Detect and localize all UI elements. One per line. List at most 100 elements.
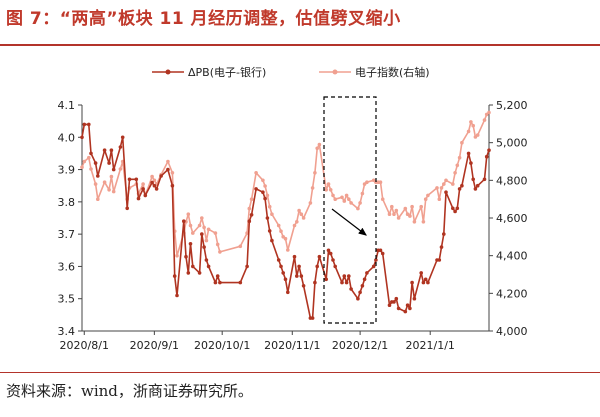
- series-point-electronics-index: [412, 220, 417, 224]
- series-point-dpb: [396, 306, 401, 311]
- series-point-electronics-index: [261, 178, 265, 183]
- series-point-electronics-index: [313, 171, 317, 175]
- series-point-dpb: [360, 284, 365, 288]
- series-point-electronics-index: [286, 248, 290, 252]
- series-point-electronics-index: [247, 206, 252, 211]
- series-point-dpb: [356, 296, 360, 301]
- series-point-dpb: [469, 161, 473, 165]
- series-point-electronics-index: [249, 197, 254, 201]
- series-point-dpb: [279, 264, 283, 269]
- series-point-electronics-index: [437, 197, 442, 201]
- series-point-electronics-index: [297, 208, 301, 213]
- series-point-dpb: [286, 290, 290, 295]
- series-point-electronics-index: [102, 180, 107, 184]
- series-point-electronics-index: [191, 231, 195, 235]
- series-point-electronics-index: [451, 182, 455, 186]
- series-point-dpb: [141, 187, 145, 191]
- series-point-electronics-index: [394, 208, 399, 213]
- series-point-dpb: [254, 187, 258, 191]
- series-point-electronics-index: [444, 178, 448, 183]
- series-point-dpb: [267, 229, 272, 233]
- source-rule: [0, 372, 600, 373]
- series-point-electronics-index: [390, 204, 394, 209]
- series-point-dpb: [188, 242, 193, 246]
- series-point-electronics-index: [96, 197, 100, 201]
- legend-item-electronics-index-marker: [332, 69, 338, 75]
- series-point-electronics-index: [455, 163, 460, 168]
- series-point-dpb: [283, 277, 288, 282]
- x-tick-label: 2021/1/1: [406, 339, 455, 352]
- series-point-dpb: [125, 206, 129, 211]
- series-point-electronics-index: [410, 204, 414, 209]
- series-point-dpb: [263, 196, 267, 201]
- series-point-dpb: [426, 280, 430, 285]
- series-point-dpb: [358, 290, 362, 295]
- series-point-electronics-index: [423, 197, 428, 201]
- series-point-dpb: [349, 287, 353, 291]
- series-point-dpb: [281, 271, 286, 275]
- series-point-dpb: [453, 209, 457, 214]
- series-point-dpb: [315, 264, 320, 269]
- series-point-dpb: [457, 187, 462, 191]
- y-left-tick-label: 3.9: [58, 164, 76, 177]
- y-left-tick-label: 3.6: [58, 260, 76, 273]
- series-point-electronics-index: [206, 227, 211, 232]
- series-point-electronics-index: [295, 220, 299, 224]
- y-right-tick-label: 4,000: [496, 325, 528, 338]
- series-point-dpb: [371, 264, 376, 269]
- series-point-electronics-index: [276, 223, 281, 228]
- series-point-electronics-index: [87, 155, 91, 160]
- series-point-electronics-index: [301, 216, 306, 220]
- series-point-electronics-index: [471, 123, 476, 128]
- series-point-electronics-index: [308, 201, 313, 205]
- series-point-electronics-index: [469, 120, 473, 124]
- series-point-dpb: [423, 277, 428, 282]
- series-point-electronics-index: [466, 129, 471, 134]
- series-point-electronics-index: [396, 216, 401, 220]
- series-point-electronics-index: [408, 214, 412, 218]
- series-point-electronics-index: [204, 238, 209, 243]
- series-point-electronics-index: [238, 244, 243, 249]
- y-left-tick-label: 4.1: [58, 99, 76, 112]
- series-point-dpb: [310, 316, 315, 320]
- series-point-dpb: [437, 258, 442, 262]
- series-point-dpb: [218, 280, 222, 285]
- series-point-electronics-index: [265, 193, 270, 198]
- series-point-dpb: [362, 277, 367, 282]
- series-point-electronics-index: [279, 229, 283, 233]
- series-point-electronics-index: [435, 186, 439, 190]
- x-tick-label: 2020/8/1: [60, 339, 109, 352]
- series-point-electronics-index: [487, 110, 491, 115]
- series-point-dpb: [451, 206, 455, 211]
- series-point-dpb: [249, 213, 254, 217]
- y-right-tick-label: 4,200: [496, 287, 528, 300]
- series-point-electronics-index: [299, 212, 304, 216]
- y-left-tick-label: 4.0: [58, 131, 76, 144]
- series-point-electronics-index: [342, 199, 347, 203]
- series-point-dpb: [328, 251, 333, 256]
- series-point-dpb: [317, 254, 322, 259]
- series-point-electronics-index: [166, 159, 170, 164]
- series-point-dpb: [299, 274, 304, 278]
- series-point-electronics-index: [349, 201, 353, 205]
- y-left-tick-label: 3.5: [58, 293, 76, 306]
- series-point-dpb: [405, 303, 410, 308]
- x-tick-label: 2020/12/1: [332, 339, 388, 352]
- series-point-dpb: [118, 145, 123, 149]
- series-point-dpb: [182, 219, 186, 223]
- source-note: 资料来源：wind，浙商证券研究所。: [6, 382, 253, 400]
- series-point-dpb: [89, 151, 93, 156]
- series-point-dpb: [245, 264, 249, 269]
- series-point-electronics-index: [365, 180, 369, 184]
- series-point-dpb: [150, 180, 154, 185]
- series-point-electronics-index: [380, 197, 385, 201]
- series-point-dpb: [380, 251, 385, 256]
- series-point-dpb: [238, 280, 243, 285]
- series-point-dpb: [87, 122, 91, 127]
- series-point-electronics-index: [387, 212, 392, 216]
- series-point-dpb: [410, 280, 414, 285]
- series-point-electronics-index: [426, 193, 430, 198]
- series-point-dpb: [419, 271, 424, 275]
- series-point-electronics-index: [358, 201, 362, 205]
